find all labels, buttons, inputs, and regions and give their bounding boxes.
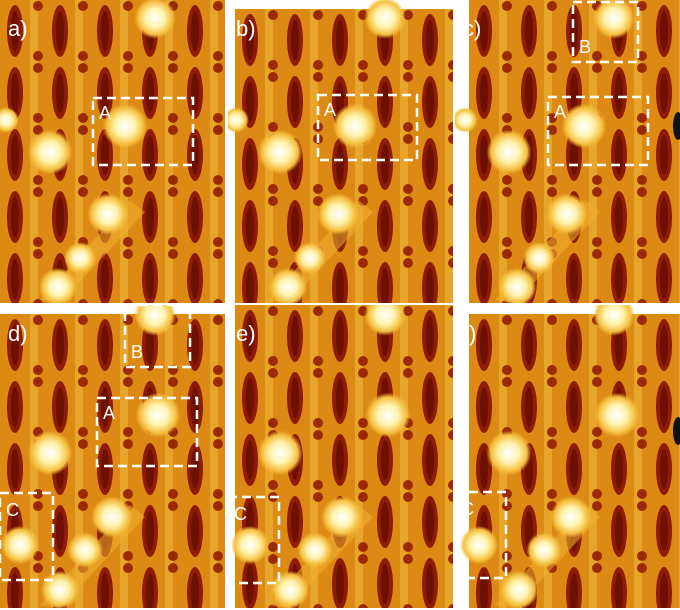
region-box bbox=[316, 93, 419, 162]
adatom bbox=[594, 392, 640, 438]
stm-panel: a) A bbox=[0, 0, 225, 303]
adatom bbox=[561, 103, 607, 149]
adatom bbox=[135, 392, 181, 438]
region-label: B bbox=[579, 37, 591, 57]
adatom bbox=[38, 267, 78, 303]
panel-label: c) bbox=[463, 16, 481, 41]
adatom bbox=[27, 430, 73, 476]
adatom bbox=[27, 129, 73, 175]
adatom bbox=[40, 570, 80, 608]
adatom bbox=[499, 570, 539, 608]
adatom bbox=[317, 193, 359, 235]
adatom bbox=[0, 107, 19, 133]
region-box bbox=[91, 96, 195, 167]
panel-content bbox=[228, 0, 453, 303]
adatom bbox=[64, 242, 96, 274]
stm-panel: e) C bbox=[226, 305, 453, 608]
adatom bbox=[87, 193, 129, 235]
adatom bbox=[230, 525, 270, 565]
adatom bbox=[257, 129, 303, 175]
stm-panel: c) B A bbox=[455, 0, 680, 303]
adatom bbox=[593, 0, 635, 39]
region-box bbox=[95, 396, 199, 468]
tip-artifact bbox=[673, 417, 680, 445]
panel-label: f) bbox=[463, 321, 476, 346]
region-label: C bbox=[461, 499, 474, 519]
panel-content bbox=[230, 305, 453, 608]
panel-label: b) bbox=[236, 16, 256, 41]
region-box bbox=[546, 95, 650, 167]
adatom bbox=[455, 107, 478, 133]
tip-artifact bbox=[673, 112, 680, 140]
adatom bbox=[67, 532, 103, 568]
adatom bbox=[270, 570, 310, 608]
adatom bbox=[459, 525, 499, 565]
panel-content bbox=[459, 305, 680, 608]
adatom bbox=[134, 0, 176, 39]
adatom bbox=[526, 532, 562, 568]
adatom bbox=[294, 242, 326, 274]
adatom bbox=[364, 0, 406, 39]
adatom bbox=[321, 496, 363, 538]
panel-content bbox=[0, 305, 225, 608]
adatom bbox=[364, 305, 406, 336]
adatom bbox=[91, 496, 133, 538]
region-box bbox=[226, 495, 281, 585]
adatom bbox=[486, 430, 532, 476]
adatom bbox=[550, 496, 592, 538]
region-label: A bbox=[103, 403, 115, 423]
panel-content bbox=[0, 0, 225, 303]
panel-content bbox=[455, 0, 680, 303]
stm-panel: b) A bbox=[228, 0, 453, 303]
region-box bbox=[453, 490, 508, 580]
adatom bbox=[546, 193, 588, 235]
region-label: B bbox=[131, 342, 143, 362]
adatom bbox=[486, 129, 532, 175]
adatom bbox=[0, 525, 40, 565]
adatom bbox=[257, 430, 303, 476]
adatom bbox=[365, 392, 411, 438]
adatom bbox=[102, 103, 148, 149]
region-box bbox=[123, 303, 192, 369]
panel-label: a) bbox=[8, 16, 28, 41]
region-label: A bbox=[554, 102, 566, 122]
adatom bbox=[134, 305, 176, 336]
adatom bbox=[332, 103, 378, 149]
adatom bbox=[297, 532, 333, 568]
region-box bbox=[571, 0, 640, 64]
region-label: A bbox=[324, 100, 336, 120]
stm-panel: d) B A C bbox=[0, 303, 225, 608]
adatom bbox=[593, 305, 635, 336]
region-label: A bbox=[99, 103, 111, 123]
adatom bbox=[228, 107, 249, 133]
panel-label: e) bbox=[236, 321, 256, 346]
stm-panel: f) C bbox=[453, 305, 680, 608]
region-label: C bbox=[6, 500, 19, 520]
adatom bbox=[497, 267, 537, 303]
adatom bbox=[268, 267, 308, 303]
adatom bbox=[523, 242, 555, 274]
region-label: C bbox=[234, 504, 247, 524]
panel-label: d) bbox=[8, 321, 28, 346]
